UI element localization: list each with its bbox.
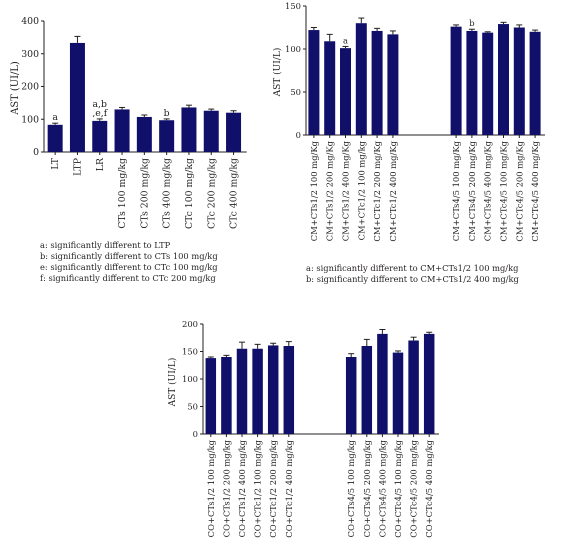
y-tick-label: 0 [193, 429, 198, 439]
y-tick-label: 100 [21, 114, 39, 125]
y-tick-label: 50 [290, 87, 301, 97]
bar [92, 120, 108, 152]
bar [226, 112, 242, 152]
bar [114, 109, 130, 152]
x-tick-label: CO+CTs4/5 100 mg/kg [346, 439, 356, 537]
x-tick-label: CO+CTc1/2 400 mg/kg [284, 439, 294, 537]
bar [377, 333, 388, 434]
bar [371, 30, 383, 135]
y-tick-label: 0 [296, 130, 301, 140]
bar [423, 333, 435, 434]
significance-label: a [52, 112, 58, 123]
x-tick-label: LT [50, 157, 61, 169]
bar [355, 23, 367, 136]
bar [181, 107, 197, 152]
note: e: significantly different to CTc 100 mg… [40, 262, 218, 272]
note: a: significantly different to LTP [40, 240, 171, 250]
bar [340, 48, 351, 135]
significance-label: ,e,f [92, 108, 107, 119]
y-tick-label: 200 [182, 319, 198, 329]
x-tick-label: CTc 200 mg/kg [206, 158, 217, 229]
x-tick-label: CM+CTs1/2 100 mg/Kg [309, 140, 319, 241]
y-tick-label: 200 [21, 82, 39, 93]
note: f: significantly different to CTc 200 mg… [40, 273, 216, 283]
x-tick-label: CM+CTc1/2 200 mg/Kg [372, 140, 382, 241]
bar [283, 346, 295, 434]
bar [252, 348, 263, 434]
bar [159, 120, 175, 152]
significance-label: a,b [93, 99, 107, 110]
x-tick-label: CM+CTs4/5 200 mg/Kg [467, 140, 477, 241]
x-tick-label: CM+CTc4/5 400 mg/Kg [530, 140, 540, 241]
chart-2-notes: a: significantly different to CM+CTs1/2 … [306, 263, 519, 285]
x-tick-label: CO+CTs1/2 200 mg/kg [221, 439, 231, 537]
significance-label: a [343, 35, 348, 45]
bar [69, 42, 85, 152]
x-tick-label: CTc 400 mg/kg [229, 158, 240, 229]
y-tick-label: 400 [21, 16, 39, 27]
bar [482, 32, 494, 135]
x-tick-label: CO+CTs4/5 200 mg/kg [362, 439, 372, 537]
x-tick-label: CTs 100 mg/kg [117, 158, 128, 229]
y-tick-label: 100 [182, 374, 198, 384]
bar [345, 357, 357, 434]
bar [308, 30, 320, 135]
x-tick-label: CM+CTc4/5 200 mg/Kg [514, 140, 524, 241]
note: a: significantly different to CM+CTs1/2 … [306, 263, 519, 273]
y-axis-label: AST (UI/L) [167, 358, 178, 408]
bar [498, 24, 509, 136]
significance-label: b [164, 108, 170, 119]
x-tick-label: CM+CTc1/2 100 mg/kg [356, 140, 366, 240]
bar [203, 110, 219, 152]
significance-label: b [469, 18, 474, 28]
bar [267, 345, 279, 434]
x-tick-label: CO+CTc4/5 400 mg/kg [424, 439, 434, 537]
y-tick-label: 50 [187, 402, 198, 412]
bar [47, 124, 63, 152]
chart-1-notes: a: significantly different to LTP b: sig… [40, 240, 218, 284]
bar [529, 31, 541, 135]
bar [136, 116, 152, 152]
x-tick-label: CTs 200 mg/kg [139, 158, 150, 229]
x-tick-label: CO+CTs4/5 400 mg/kg [377, 439, 387, 537]
bar [361, 346, 373, 434]
y-tick-label: 100 [285, 44, 301, 54]
y-axis-label: AST (UI/L) [272, 48, 283, 98]
bar [408, 340, 419, 434]
x-tick-label: CM+CTs4/5 100 mg/Kg [451, 140, 461, 241]
note: b: significantly different to CTs 100 mg… [40, 251, 218, 261]
x-tick-label: CO+CTc1/2 100 mg/kg [253, 439, 263, 537]
bar [236, 348, 248, 434]
x-tick-label: CO+CTc4/5 200 mg/kg [409, 439, 419, 537]
note: b: significantly different to CM+CTs1/2 … [306, 274, 519, 284]
y-tick-label: 0 [33, 147, 39, 158]
bar [324, 41, 336, 136]
x-tick-label: LTP [72, 158, 83, 176]
y-tick-label: 300 [21, 49, 39, 60]
x-tick-label: CM+CTs1/2 200 mg/Kg [325, 140, 335, 241]
x-tick-label: LR [95, 157, 106, 171]
x-tick-label: CO+CTs1/2 100 mg/kg [206, 439, 216, 537]
bar [513, 27, 525, 135]
x-tick-label: CTs 400 mg/kg [162, 158, 173, 229]
y-tick-label: 150 [182, 347, 198, 357]
bar [205, 358, 217, 434]
x-tick-label: CM+CTs1/2 400 mg/Kg [341, 140, 351, 241]
bar [387, 34, 399, 135]
bar [450, 26, 462, 135]
x-tick-label: CO+CTc4/5 100 mg/kg [393, 439, 403, 537]
x-tick-label: CM+CTc1/2 400 mg/Kg [388, 140, 398, 241]
x-tick-label: CM+CTs4/5 400 mg/Kg [483, 140, 493, 241]
bar [221, 357, 232, 434]
x-tick-label: CM+CTc4/5 100 mg/Kg [499, 140, 509, 241]
x-tick-label: CO+CTc1/2 200 mg/kg [268, 439, 278, 537]
x-tick-label: CO+CTs1/2 400 mg/kg [237, 439, 247, 537]
bar [466, 30, 478, 135]
bar [392, 352, 404, 434]
y-axis-label: AST (UI/L) [10, 61, 21, 116]
x-tick-label: CTc 100 mg/kg [184, 158, 195, 229]
y-tick-label: 150 [285, 1, 301, 11]
